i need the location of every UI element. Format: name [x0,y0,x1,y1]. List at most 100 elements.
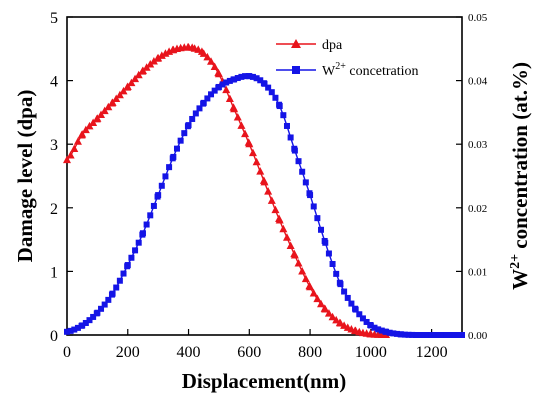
point-1-46 [204,95,211,102]
point-1-26 [143,221,150,228]
point-1-13 [105,296,112,303]
point-0-82 [313,294,322,303]
point-1-55 [231,76,238,83]
point-0-58 [241,129,250,138]
legend-w-rest: concetration [346,64,419,79]
point-1-115 [413,332,420,338]
point-1-37 [177,137,184,144]
point-1-6 [82,319,89,326]
point-1-95 [352,306,359,313]
point-0-11 [97,110,106,118]
point-0-22 [131,74,140,83]
point-1-130 [459,332,465,338]
point-0-68 [271,205,280,214]
point-1-80 [307,192,314,199]
ticks: 0 200 400 600 800 1000 1200 0 1 2 3 4 5 0.00 0.01 0.02 0… [50,10,488,361]
legend-label-w: W2+ concetration [322,61,419,79]
series-layer [63,43,465,338]
point-1-93 [348,300,355,307]
y2-title-sup: 2+ [508,254,523,269]
point-1-100 [367,322,374,329]
point-1-75 [291,147,298,154]
point-1-107 [390,330,397,337]
point-0-75 [290,251,299,259]
point-1-88 [333,270,340,277]
point-1-106 [386,329,393,336]
point-0-47 [207,57,216,65]
point-0-86 [324,309,333,317]
point-1-83 [318,226,325,233]
point-0-62 [252,157,261,166]
point-1-38 [181,130,188,137]
point-0-12 [100,106,109,115]
legend-w-sup: 2+ [335,61,346,72]
y2-title-prefix: W [508,269,532,290]
point-1-12 [101,301,108,308]
point-0-63 [256,167,265,175]
point-1-10 [94,309,101,316]
legend-marker-dpa [291,39,301,48]
point-0-52 [222,85,231,94]
y-tick-label-0: 0 [50,328,58,345]
point-1-25 [139,230,146,237]
point-0-70 [275,216,284,224]
point-0-55 [230,104,239,113]
point-1-41 [189,115,196,122]
legend-label-dpa: dpa [322,38,343,53]
y-tick-label-3: 3 [50,137,58,154]
point-1-72 [283,122,290,129]
point-0-83 [317,299,326,308]
point-1-92 [344,294,351,301]
y2-tick-label-4: 0.04 [468,76,488,88]
point-1-5 [79,322,86,329]
point-0-2 [70,144,79,152]
point-0-31 [157,51,166,59]
y2-tick-label-5: 0.05 [468,12,488,24]
point-0-46 [203,52,212,61]
legend-w-main: W [322,64,336,79]
x-tick-label-0: 0 [63,344,71,361]
point-1-96 [356,311,363,318]
y-axis-title: Damage level (dpa) [13,90,37,263]
point-0-78 [301,274,310,283]
point-1-62 [253,75,260,82]
point-1-15 [109,290,116,297]
point-1-91 [341,288,348,295]
point-0-5 [78,130,87,138]
point-0-21 [127,78,136,87]
point-1-117 [420,332,427,338]
point-1-81 [310,203,317,210]
series-0 [63,43,391,338]
point-1-20 [124,262,131,269]
series-line-1 [66,75,462,336]
x-tick-label-2: 400 [177,344,201,361]
point-1-33 [166,164,173,171]
point-1-57 [238,73,245,80]
point-0-15 [108,98,117,106]
x-tick-label-5: 1000 [355,344,387,361]
point-0-10 [93,114,102,122]
point-1-58 [242,73,249,80]
y2-title-suffix: concentration (at.%) [508,62,532,254]
point-0-28 [149,56,158,65]
point-1-118 [424,332,431,338]
point-0-71 [279,224,288,233]
point-0-18 [119,86,128,95]
point-0-30 [154,53,163,62]
point-1-60 [246,73,253,80]
point-1-98 [363,318,370,325]
point-1-121 [432,332,439,338]
y2-tick-label-0: 0.00 [468,330,488,342]
point-0-17 [115,90,124,99]
point-1-0 [64,328,70,335]
point-0-67 [267,196,276,204]
point-0-20 [123,82,132,90]
point-1-108 [393,330,400,337]
point-1-86 [325,250,332,257]
point-1-16 [113,284,120,291]
point-0-27 [146,59,155,68]
point-0-87 [328,312,337,321]
point-0-6 [81,125,90,134]
point-1-28 [150,202,157,209]
